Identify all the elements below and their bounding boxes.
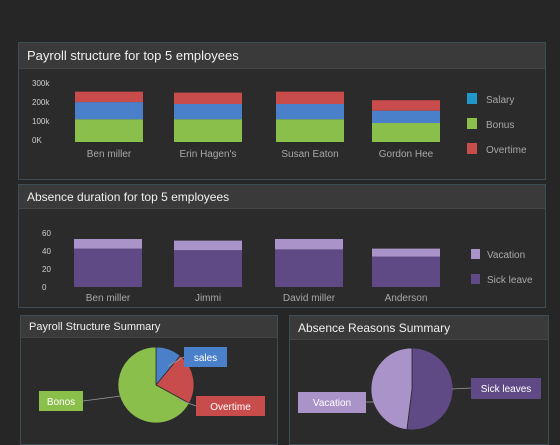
bar-sick-leave-jimmi — [174, 250, 242, 287]
callout-box-sick-leaves — [471, 378, 541, 399]
callout-label-sales: sales — [194, 353, 217, 364]
callout-line-bonos — [82, 395, 122, 402]
y-tick-label: 200k — [32, 98, 50, 107]
callout-box-bonos — [39, 391, 83, 411]
x-tick-label: Gordon Hee — [379, 149, 434, 160]
callout-box-vacation — [298, 392, 366, 413]
y-tick-label: 100k — [32, 117, 50, 126]
bar-salary-erin-hagen-s — [174, 104, 242, 120]
y-tick-label: 20 — [42, 265, 51, 274]
bar-bonus-susan-eaton — [276, 119, 344, 142]
bar-sick-leave-david-miller — [275, 249, 343, 287]
pie-slice-overtime — [155, 355, 195, 404]
x-tick-label: Ben miller — [87, 149, 132, 160]
callout-label-vacation: Vacation — [313, 398, 351, 409]
bar-bonus-gordon-hee — [372, 123, 440, 142]
bar-vacation-anderson — [372, 248, 440, 257]
callout-label-bonos: Bonos — [47, 397, 75, 408]
legend-swatch-vacation — [471, 249, 480, 259]
bar-overtime-ben-miller — [75, 91, 143, 103]
bar-sick-leave-anderson — [372, 256, 440, 287]
bar-salary-gordon-hee — [372, 110, 440, 123]
legend-label-vacation: Vacation — [487, 250, 525, 261]
x-tick-label: Jimmi — [195, 293, 221, 304]
bar-vacation-ben-miller — [74, 239, 142, 249]
bar-vacation-jimmi — [174, 240, 242, 251]
bar-vacation-david-miller — [275, 239, 343, 250]
x-tick-label: Ben miller — [86, 293, 131, 304]
x-tick-label: Susan Eaton — [281, 149, 338, 160]
callout-box-overtime — [196, 396, 265, 416]
legend-label-salary: Salary — [486, 95, 514, 106]
legend-label-bonus: Bonus — [486, 120, 514, 131]
absence-bar-chart: 60 40 20 0 Ben miller Jimmi David miller Anders… — [42, 229, 533, 304]
bar-overtime-susan-eaton — [276, 91, 344, 104]
legend-swatch-salary — [467, 93, 477, 104]
payroll-bar-chart: 300k 200k 100k 0K Ben miller Erin Hagen's Susa… — [32, 79, 527, 160]
legend-swatch-overtime — [467, 143, 477, 154]
y-tick-label: 60 — [42, 229, 51, 238]
absence-duration-title: Absence duration for top 5 employees — [19, 185, 545, 209]
absence-summary-panel: Absence Reasons Summary Sick leaves Vacat… — [289, 315, 549, 445]
absence-pie-chart: Sick leaves Vacation — [298, 347, 541, 431]
pie-slice-bonos — [117, 346, 190, 424]
callout-box-sales — [184, 347, 227, 367]
bar-salary-susan-eaton — [276, 104, 344, 120]
bar-bonus-erin-hagen-s — [174, 119, 242, 142]
legend-label-overtime: Overtime — [486, 145, 527, 156]
x-tick-label: David miller — [283, 293, 336, 304]
bar-overtime-gordon-hee — [372, 100, 440, 111]
callout-line-sick-leaves — [451, 387, 472, 390]
bar-sick-leave-ben-miller — [74, 248, 142, 287]
payroll-structure-title: Payroll structure for top 5 employees — [19, 43, 545, 69]
callout-line-sales — [167, 356, 185, 367]
y-tick-label: 300k — [32, 79, 50, 88]
pie-slice-vacation — [370, 347, 413, 431]
legend-label-sick-leave: Sick leave — [487, 275, 533, 286]
bar-bonus-ben-miller — [75, 119, 143, 142]
y-tick-label: 0K — [32, 136, 42, 145]
bar-overtime-erin-hagen-s — [174, 92, 242, 104]
payroll-structure-panel: Payroll structure for top 5 employees 30… — [18, 42, 546, 180]
callout-label-overtime: Overtime — [210, 402, 251, 413]
y-tick-label: 40 — [42, 247, 51, 256]
x-tick-label: Erin Hagen's — [180, 149, 237, 160]
y-tick-label: 0 — [42, 283, 47, 292]
x-tick-label: Anderson — [385, 293, 428, 304]
bar-salary-ben-miller — [75, 102, 143, 120]
pie-slice-sick-leaves — [406, 347, 454, 431]
absence-duration-panel: Absence duration for top 5 employees 60 4… — [18, 184, 546, 308]
payroll-pie-chart: sales Overtime Bonos — [39, 346, 265, 424]
absence-summary-title: Absence Reasons Summary — [290, 316, 548, 340]
legend-swatch-bonus — [467, 118, 477, 129]
payroll-summary-panel: Payroll Structure Summary sales Overtime B… — [20, 315, 278, 445]
callout-line-overtime — [176, 398, 197, 407]
legend-swatch-sick-leave — [471, 274, 480, 284]
payroll-summary-title: Payroll Structure Summary — [21, 316, 277, 338]
callout-label-sick-leaves: Sick leaves — [481, 384, 532, 395]
